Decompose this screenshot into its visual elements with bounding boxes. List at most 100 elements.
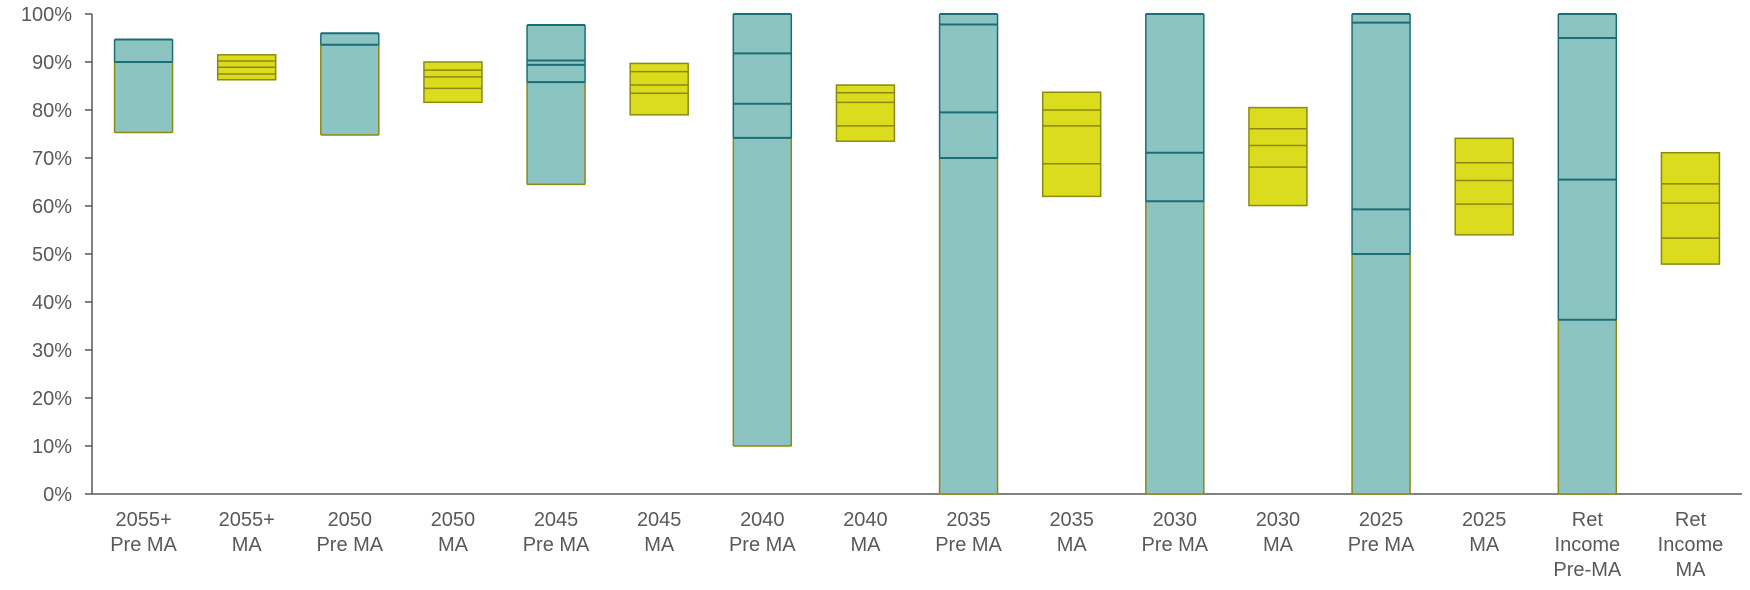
bar-segment — [217, 61, 276, 68]
y-tick-label: 90% — [32, 52, 72, 74]
bar-segment — [1248, 128, 1307, 146]
bar-segment — [1042, 125, 1101, 164]
bar-2030-pre-ma — [1145, 13, 1205, 495]
bar-2040-pre-ma — [732, 13, 793, 447]
category-label: MA — [644, 534, 675, 556]
bar-2025-pre-ma — [1351, 13, 1411, 495]
bar-segment — [527, 64, 586, 83]
bar-2025-ma — [1454, 137, 1514, 236]
y-tick-label: 50% — [32, 244, 72, 266]
category-label: Pre MA — [1348, 534, 1415, 556]
category-label: 2050 — [431, 509, 476, 531]
bar-segment — [836, 92, 895, 103]
bar-segment — [527, 60, 586, 65]
category-label: Ret — [1572, 509, 1604, 531]
bar-outline — [1660, 151, 1721, 265]
bar-outline — [1248, 106, 1308, 207]
bar-segment — [1455, 180, 1514, 205]
bar-segment — [836, 125, 895, 142]
bar-segment — [423, 88, 482, 103]
bar-2040-ma — [835, 84, 896, 142]
bar-ret-income-ma — [1660, 151, 1721, 265]
category-label: 2055+ — [219, 509, 275, 531]
bar-segment — [423, 76, 482, 89]
bar-2035-ma — [1041, 91, 1102, 198]
category-label: MA — [438, 534, 469, 556]
bar-segment — [836, 85, 895, 93]
category-label: MA — [232, 534, 263, 556]
bar-segment — [1145, 14, 1204, 153]
bar-segment — [1558, 319, 1617, 494]
category-label: MA — [1263, 534, 1294, 556]
bar-2045-pre-ma — [526, 24, 586, 186]
category-label: Pre-MA — [1553, 559, 1621, 581]
bar-segment — [630, 71, 689, 86]
bar-segment — [1661, 238, 1720, 265]
category-label: Pre MA — [729, 534, 796, 556]
bar-segment — [1352, 254, 1411, 494]
category-label: 2045 — [534, 509, 579, 531]
bar-segment — [1455, 204, 1514, 235]
bar-segment — [1661, 183, 1720, 204]
category-label: 2055+ — [115, 509, 171, 531]
bar-2050-ma — [423, 61, 483, 104]
bar-segment — [1248, 167, 1307, 206]
bar-segment — [527, 25, 586, 61]
bar-segment — [939, 112, 998, 158]
bar-segment — [1352, 22, 1411, 210]
bar-segment — [217, 54, 276, 62]
bar-segment — [1352, 209, 1411, 254]
bar-segment — [320, 44, 379, 135]
bar-segment — [1042, 163, 1101, 197]
bar-2055-pre-ma — [113, 38, 174, 134]
bar-segment — [1248, 107, 1307, 129]
bar-segment — [939, 14, 998, 25]
category-label: 2025 — [1462, 509, 1507, 531]
bar-segment — [1558, 179, 1617, 320]
bar-segment — [423, 70, 482, 77]
bar-segment — [217, 67, 276, 74]
bar-2035-pre-ma — [938, 13, 999, 495]
bar-segment — [1455, 138, 1514, 163]
bar-segment — [114, 62, 173, 133]
category-label: 2030 — [1256, 509, 1301, 531]
category-label: MA — [1675, 559, 1706, 581]
category-label: 2035 — [1049, 509, 1094, 531]
bar-segment — [1042, 110, 1101, 126]
bar-segment — [1558, 38, 1617, 180]
bar-segment — [733, 14, 792, 54]
bar-segment — [630, 93, 689, 115]
y-tick-label: 70% — [32, 148, 72, 170]
category-label: 2035 — [946, 509, 991, 531]
bar-outline — [1454, 137, 1514, 236]
bar-outline — [423, 61, 483, 104]
bar-outline — [629, 62, 689, 116]
bar-segment — [836, 102, 895, 126]
bar-ret-income-pre-ma — [1557, 13, 1618, 495]
bar-segment — [1661, 203, 1720, 239]
category-label: Pre MA — [1141, 534, 1208, 556]
bar-segment — [1248, 145, 1307, 168]
y-tick-label: 40% — [32, 292, 72, 314]
bar-2055-ma — [216, 54, 277, 81]
bar-segment — [630, 85, 689, 94]
y-tick-label: 20% — [32, 388, 72, 410]
bar-segment — [939, 24, 998, 113]
bar-segment — [733, 137, 792, 446]
category-label: 2030 — [1153, 509, 1198, 531]
category-label: 2025 — [1359, 509, 1404, 531]
bar-segment — [630, 63, 689, 72]
category-label: MA — [850, 534, 881, 556]
bar-outline — [835, 84, 896, 142]
category-label: 2040 — [843, 509, 888, 531]
bar-outline — [1041, 91, 1102, 198]
bar-segment — [1558, 14, 1617, 38]
y-axis: 0% 10% 20% 30% 40% 50% 60% 70% 80% 90% 100% — [21, 4, 93, 506]
bar-segment — [733, 53, 792, 104]
bar-segment — [114, 39, 173, 62]
y-tick-label: 100% — [21, 4, 72, 26]
category-label: 2040 — [740, 509, 785, 531]
range-bars — [113, 13, 1721, 495]
category-labels: 2055+ Pre MA 2055+ MA 2050 Pre MA 2050 MA 2045 Pr… — [110, 509, 1723, 581]
